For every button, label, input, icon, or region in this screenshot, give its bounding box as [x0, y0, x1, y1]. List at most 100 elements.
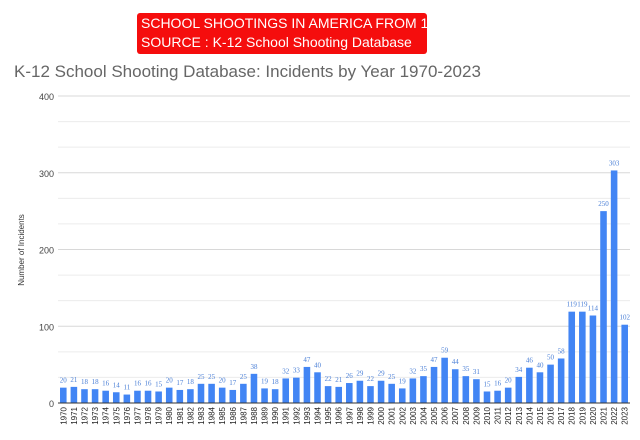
bar	[335, 386, 342, 403]
y-tick-label: 100	[39, 322, 54, 332]
x-tick-label: 1971	[70, 406, 79, 424]
x-tick-label: 1998	[356, 406, 365, 424]
data-label: 16	[145, 380, 153, 388]
bar	[261, 388, 268, 403]
x-tick-label: 1983	[197, 406, 206, 424]
bar	[388, 383, 395, 403]
bar	[504, 387, 512, 403]
x-tick-label: 1990	[271, 406, 280, 424]
x-tick-label: 2004	[419, 406, 428, 424]
x-tick-label: 1980	[165, 406, 174, 424]
x-tick-label: 2013	[515, 406, 524, 424]
bar	[367, 386, 374, 403]
data-label: 16	[494, 380, 502, 388]
data-label: 29	[378, 370, 386, 378]
data-label: 17	[176, 379, 184, 387]
data-label: 250	[598, 200, 609, 208]
data-label: 29	[356, 370, 364, 378]
x-tick-label: 2008	[462, 406, 471, 424]
bar	[176, 389, 184, 403]
data-label: 58	[558, 347, 566, 355]
banner-line-1: SCHOOL SHOOTINGS IN AMERICA FROM 1970 - …	[141, 15, 427, 31]
bar	[356, 380, 364, 403]
data-label: 102	[619, 314, 630, 322]
banner-line-2: SOURCE : K-12 School Shooting Database	[141, 34, 412, 50]
x-tick-label: 1970	[59, 406, 68, 424]
x-tick-label: 1992	[292, 406, 301, 424]
data-label: 114	[588, 305, 599, 313]
data-label: 21	[70, 376, 78, 384]
y-tick-label: 0	[49, 399, 54, 409]
data-label: 19	[399, 377, 407, 385]
bar	[165, 387, 173, 403]
data-label: 32	[409, 367, 417, 375]
data-label: 26	[346, 372, 354, 380]
data-label: 15	[155, 380, 163, 388]
x-tick-label: 2018	[568, 406, 577, 424]
x-tick-label: 1976	[123, 406, 132, 424]
bar	[134, 390, 141, 403]
bar	[102, 390, 109, 403]
data-label: 47	[431, 356, 439, 364]
bar	[610, 170, 618, 403]
data-label: 19	[261, 377, 269, 385]
x-tick-label: 1989	[261, 406, 270, 424]
chart-title: K-12 School Shooting Database: Incidents…	[14, 62, 481, 81]
data-label: 18	[81, 378, 89, 386]
x-tick-label: 2017	[557, 406, 566, 424]
bar	[621, 324, 628, 403]
x-tick-label: 1973	[91, 406, 100, 424]
x-tick-label: 1994	[314, 406, 323, 424]
x-tick-label: 2006	[441, 406, 450, 424]
data-label: 119	[577, 301, 588, 309]
data-label: 59	[441, 347, 449, 355]
bar	[303, 366, 311, 403]
x-tick-label: 2002	[398, 406, 407, 424]
bar	[462, 376, 470, 403]
bar	[398, 388, 406, 403]
bar	[589, 315, 597, 403]
data-label: 16	[134, 380, 142, 388]
bar	[324, 386, 332, 403]
bar	[451, 369, 459, 403]
bar	[81, 389, 88, 403]
bar	[123, 394, 131, 403]
bar	[271, 389, 279, 403]
y-tick-label: 200	[39, 246, 54, 256]
bar	[187, 389, 194, 403]
x-tick-label: 2011	[494, 406, 503, 424]
bar	[547, 364, 554, 403]
x-tick-label: 1972	[80, 406, 89, 424]
bar	[515, 376, 523, 403]
data-label: 17	[229, 379, 237, 387]
data-label: 18	[92, 378, 100, 386]
x-tick-label: 2015	[536, 406, 545, 424]
bar	[346, 383, 353, 403]
x-tick-label: 1996	[335, 406, 344, 424]
data-label: 18	[187, 378, 195, 386]
x-tick-label: 1981	[176, 406, 185, 424]
x-tick-label: 1985	[218, 406, 227, 424]
bar	[60, 387, 67, 403]
x-tick-label: 2005	[430, 406, 439, 424]
bar	[282, 378, 290, 403]
x-tick-label: 2012	[504, 406, 513, 424]
data-label: 22	[367, 375, 375, 383]
x-tick-label: 1975	[112, 406, 121, 424]
y-tick-label: 300	[39, 169, 54, 179]
x-tick-label: 1978	[144, 406, 153, 424]
data-label: 20	[166, 377, 174, 385]
bar	[409, 378, 417, 403]
x-tick-label: 2007	[451, 406, 460, 424]
x-tick-label: 1979	[155, 406, 164, 424]
data-label: 303	[609, 159, 620, 167]
x-tick-label: 1991	[282, 406, 291, 424]
data-label: 44	[452, 358, 460, 366]
x-tick-label: 1995	[324, 406, 333, 424]
bar	[218, 387, 226, 403]
data-label: 25	[240, 373, 248, 381]
data-label: 14	[113, 381, 121, 389]
data-label: 25	[388, 373, 396, 381]
x-tick-label: 1993	[303, 406, 312, 424]
